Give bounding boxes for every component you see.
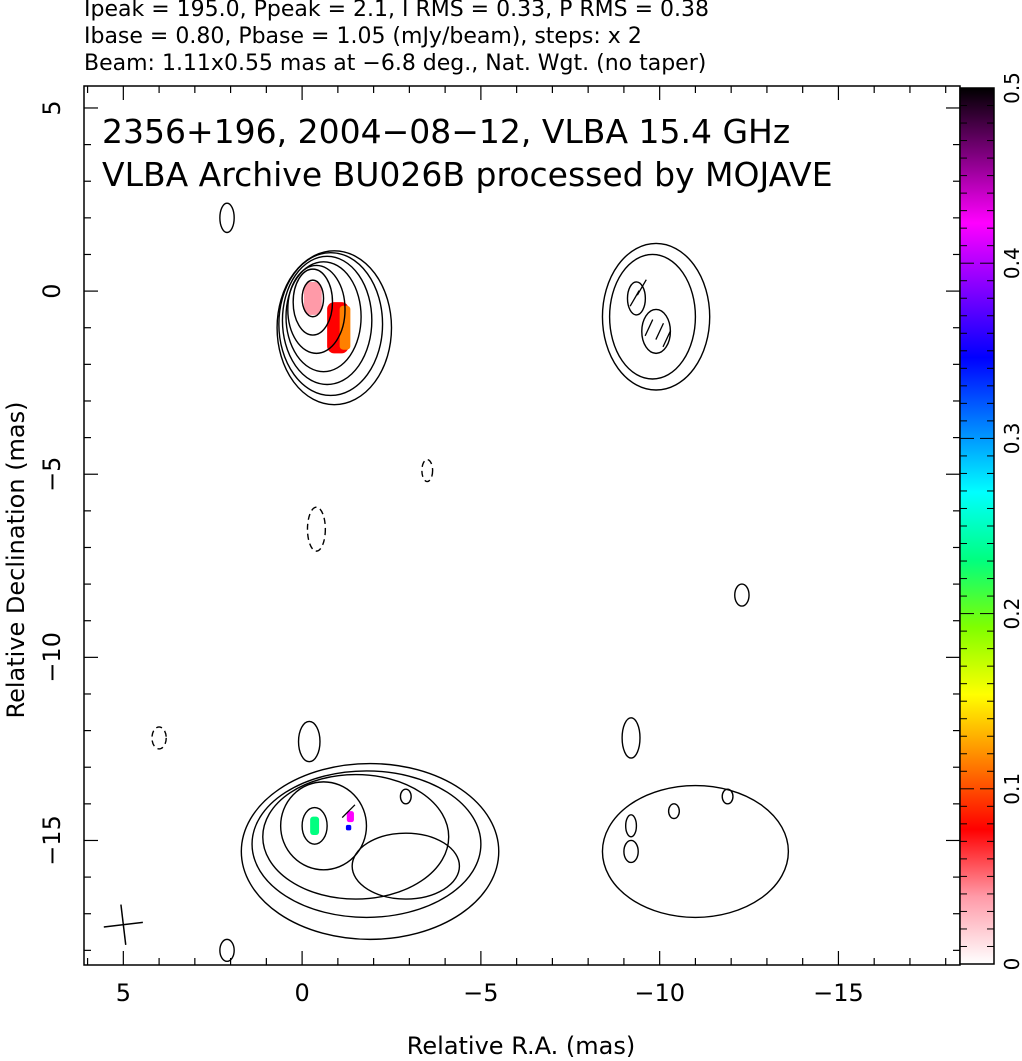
intensity-contour	[281, 255, 373, 386]
intensity-contour	[285, 261, 362, 373]
evpa-tick	[629, 290, 640, 307]
intensity-contour	[297, 720, 321, 763]
intensity-contour	[351, 832, 461, 900]
intensity-contour	[623, 839, 639, 864]
polarized-contour	[601, 784, 790, 919]
negative-contour	[421, 458, 434, 483]
polarized-contour	[667, 803, 681, 820]
header-line-3: Beam: 1.11x0.55 mas at −6.8 deg., Nat. W…	[84, 51, 707, 76]
polarization-patch	[339, 305, 351, 350]
y-tick-label: −10	[38, 632, 66, 683]
colorbar-tick-label: 0.2	[1000, 598, 1022, 630]
colorbar-tick-label: 0.3	[1000, 422, 1022, 454]
intensity-contour	[279, 781, 368, 871]
negative-contour	[306, 506, 327, 552]
intensity-contour	[621, 717, 641, 759]
header-line-2: Ibase = 0.80, Pbase = 1.05 (mJy/beam), s…	[84, 24, 642, 49]
evpa-tick	[644, 319, 654, 337]
colorbar-tick-label: 0.4	[1000, 247, 1022, 279]
x-tick-label: −5	[463, 979, 498, 1007]
x-axis-label: Relative R.A. (mas)	[407, 1032, 635, 1060]
intensity-contour	[240, 762, 500, 941]
colorbar-tick-label: 0	[1000, 958, 1022, 971]
colorbar-tick-label: 0.5	[1000, 72, 1022, 104]
intensity-contour	[278, 251, 384, 397]
x-tick-label: 5	[116, 979, 131, 1007]
intensity-contour	[721, 788, 734, 805]
intensity-contour	[292, 268, 334, 336]
evpa-tick	[636, 279, 647, 296]
polarized-contour	[608, 253, 697, 380]
y-tick-label: 0	[38, 283, 66, 298]
intensity-contour	[301, 279, 325, 318]
intensity-contour	[276, 250, 393, 406]
header-line-1: Ipeak = 195.0, Ppeak = 2.1, I RMS = 0.33…	[84, 0, 709, 22]
intensity-contour	[399, 788, 412, 805]
polarization-patch	[345, 824, 352, 831]
x-tick-label: −15	[813, 979, 864, 1007]
evpa-tick	[341, 804, 356, 818]
y-tick-label: 5	[38, 100, 66, 115]
polarized-contour	[601, 242, 711, 391]
polarized-contour	[624, 814, 638, 838]
polarized-contour	[626, 281, 647, 316]
beam-minor-axis	[103, 921, 143, 928]
intensity-contour	[219, 202, 235, 234]
colorbar-tick-label: 0.1	[1000, 773, 1022, 805]
intensity-contour	[287, 264, 346, 355]
y-tick-label: −5	[38, 457, 66, 492]
polarization-patch	[303, 281, 322, 315]
x-tick-label: −10	[634, 979, 685, 1007]
negative-contour	[151, 726, 167, 750]
plot-title-line-2: VLBA Archive BU026B processed by MOJAVE	[102, 155, 833, 194]
evpa-tick	[655, 322, 665, 340]
polarization-patch	[346, 811, 354, 823]
evpa-tick	[662, 330, 672, 348]
polarized-contour	[641, 308, 672, 355]
y-axis-label: Relative Declination (mas)	[2, 401, 30, 718]
polarization-patch	[310, 816, 320, 835]
y-tick-label: −15	[38, 815, 66, 866]
plot-frame	[83, 85, 961, 966]
intensity-contour	[262, 773, 450, 900]
intensity-contour	[251, 770, 482, 919]
intensity-contour	[219, 938, 235, 963]
intensity-contour	[301, 806, 328, 845]
intensity-contour	[734, 583, 750, 607]
x-tick-label: 0	[294, 979, 309, 1007]
plot-title-line-1: 2356+196, 2004−08−12, VLBA 15.4 GHz	[102, 112, 790, 151]
